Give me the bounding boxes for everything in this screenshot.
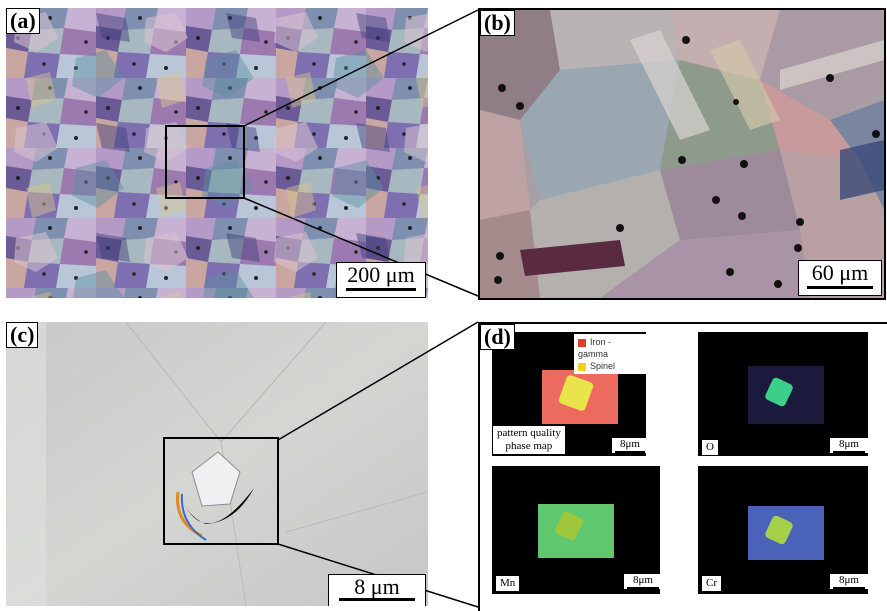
mn-map-label: Mn (496, 576, 520, 591)
panel-b-label: (b) (480, 10, 515, 36)
cr-map-scale-bar: 8μm (830, 574, 868, 589)
panel-a-scale-bar: 200 μm (336, 262, 426, 298)
phase-map-label-line2: phase map (505, 440, 553, 452)
legend-item-spinel: Spinel (578, 360, 642, 372)
mn-map-scale-bar: 8μm (624, 574, 660, 589)
legend-item-iron-gamma: Iron - gamma (578, 336, 642, 360)
panel-c-scale-bar: 8 μm (328, 574, 426, 606)
cr-map: Cr 8μm (698, 466, 868, 594)
phase-map-scale-bar: 8μm (612, 438, 646, 453)
phase-map: Iron - gamma Spinel pattern quality phas… (492, 332, 646, 456)
panel-a-grain-image (6, 8, 428, 298)
phase-legend: Iron - gamma Spinel (574, 334, 646, 374)
o-map-scale-text: 8μm (839, 438, 859, 450)
panel-a-scale-text: 200 μm (347, 262, 415, 287)
panel-b-grain-image (480, 10, 884, 298)
phase-map-label-line1: pattern quality (497, 427, 561, 439)
o-map-scale-bar: 8μm (830, 438, 868, 453)
legend-spinel-text: Spinel (590, 361, 616, 371)
panel-c-scale-text: 8 μm (354, 574, 400, 599)
legend-iron-gamma-text: Iron - gamma (578, 337, 612, 359)
panel-c-label: (c) (6, 322, 39, 348)
panel-a-micrograph: (a) 200 μm (6, 8, 428, 298)
phase-map-scale-text: 8μm (620, 438, 640, 450)
o-map: O 8μm (698, 332, 868, 456)
panel-a-label: (a) (6, 8, 40, 34)
mn-map-scale-text: 8μm (633, 574, 653, 586)
mn-map: Mn 8μm (492, 466, 660, 594)
panel-b-scale-text: 60 μm (811, 260, 869, 285)
panel-d-label: (d) (480, 324, 515, 350)
cr-map-label: Cr (702, 576, 721, 591)
panel-b-micrograph: (b) 60 μm (478, 8, 886, 300)
cr-map-scale-text: 8μm (839, 574, 859, 586)
panel-b-scale-bar: 60 μm (798, 260, 882, 296)
panel-d-maps: (d) Iron - gamma Spinel pattern quality … (478, 322, 887, 611)
phase-map-label: pattern quality phase map (493, 426, 565, 454)
o-map-label: O (702, 440, 718, 455)
panel-c-inclusion-image (6, 322, 428, 606)
panel-c-micrograph: (c) 8 μm (6, 322, 428, 606)
